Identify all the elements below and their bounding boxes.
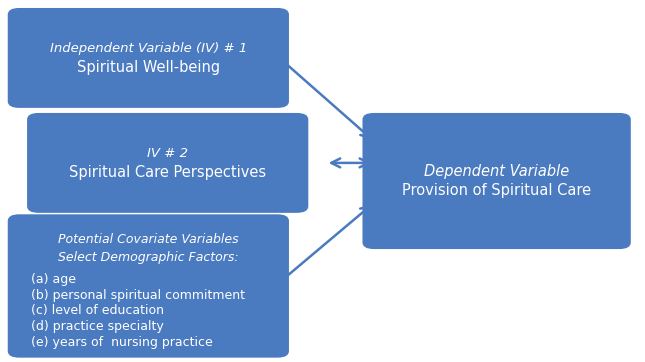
Text: (e) years of  nursing practice: (e) years of nursing practice <box>31 336 213 349</box>
Text: (a) age: (a) age <box>31 273 76 286</box>
Text: Provision of Spiritual Care: Provision of Spiritual Care <box>402 183 591 198</box>
Text: Select Demographic Factors:: Select Demographic Factors: <box>58 251 239 264</box>
Text: Spiritual Well-being: Spiritual Well-being <box>77 60 220 75</box>
Text: Spiritual Care Perspectives: Spiritual Care Perspectives <box>69 165 266 180</box>
Text: IV # 2: IV # 2 <box>147 147 188 160</box>
FancyBboxPatch shape <box>8 214 289 358</box>
FancyBboxPatch shape <box>8 8 289 108</box>
Text: (d) practice specialty: (d) practice specialty <box>31 320 164 333</box>
FancyBboxPatch shape <box>362 113 631 249</box>
Text: Dependent Variable: Dependent Variable <box>424 164 570 179</box>
Text: (b) personal spiritual commitment: (b) personal spiritual commitment <box>31 289 245 302</box>
Text: (c) level of education: (c) level of education <box>31 304 164 317</box>
Text: Independent Variable (IV) # 1: Independent Variable (IV) # 1 <box>50 42 247 55</box>
Text: Potential Covariate Variables: Potential Covariate Variables <box>58 233 239 247</box>
FancyBboxPatch shape <box>27 113 308 213</box>
